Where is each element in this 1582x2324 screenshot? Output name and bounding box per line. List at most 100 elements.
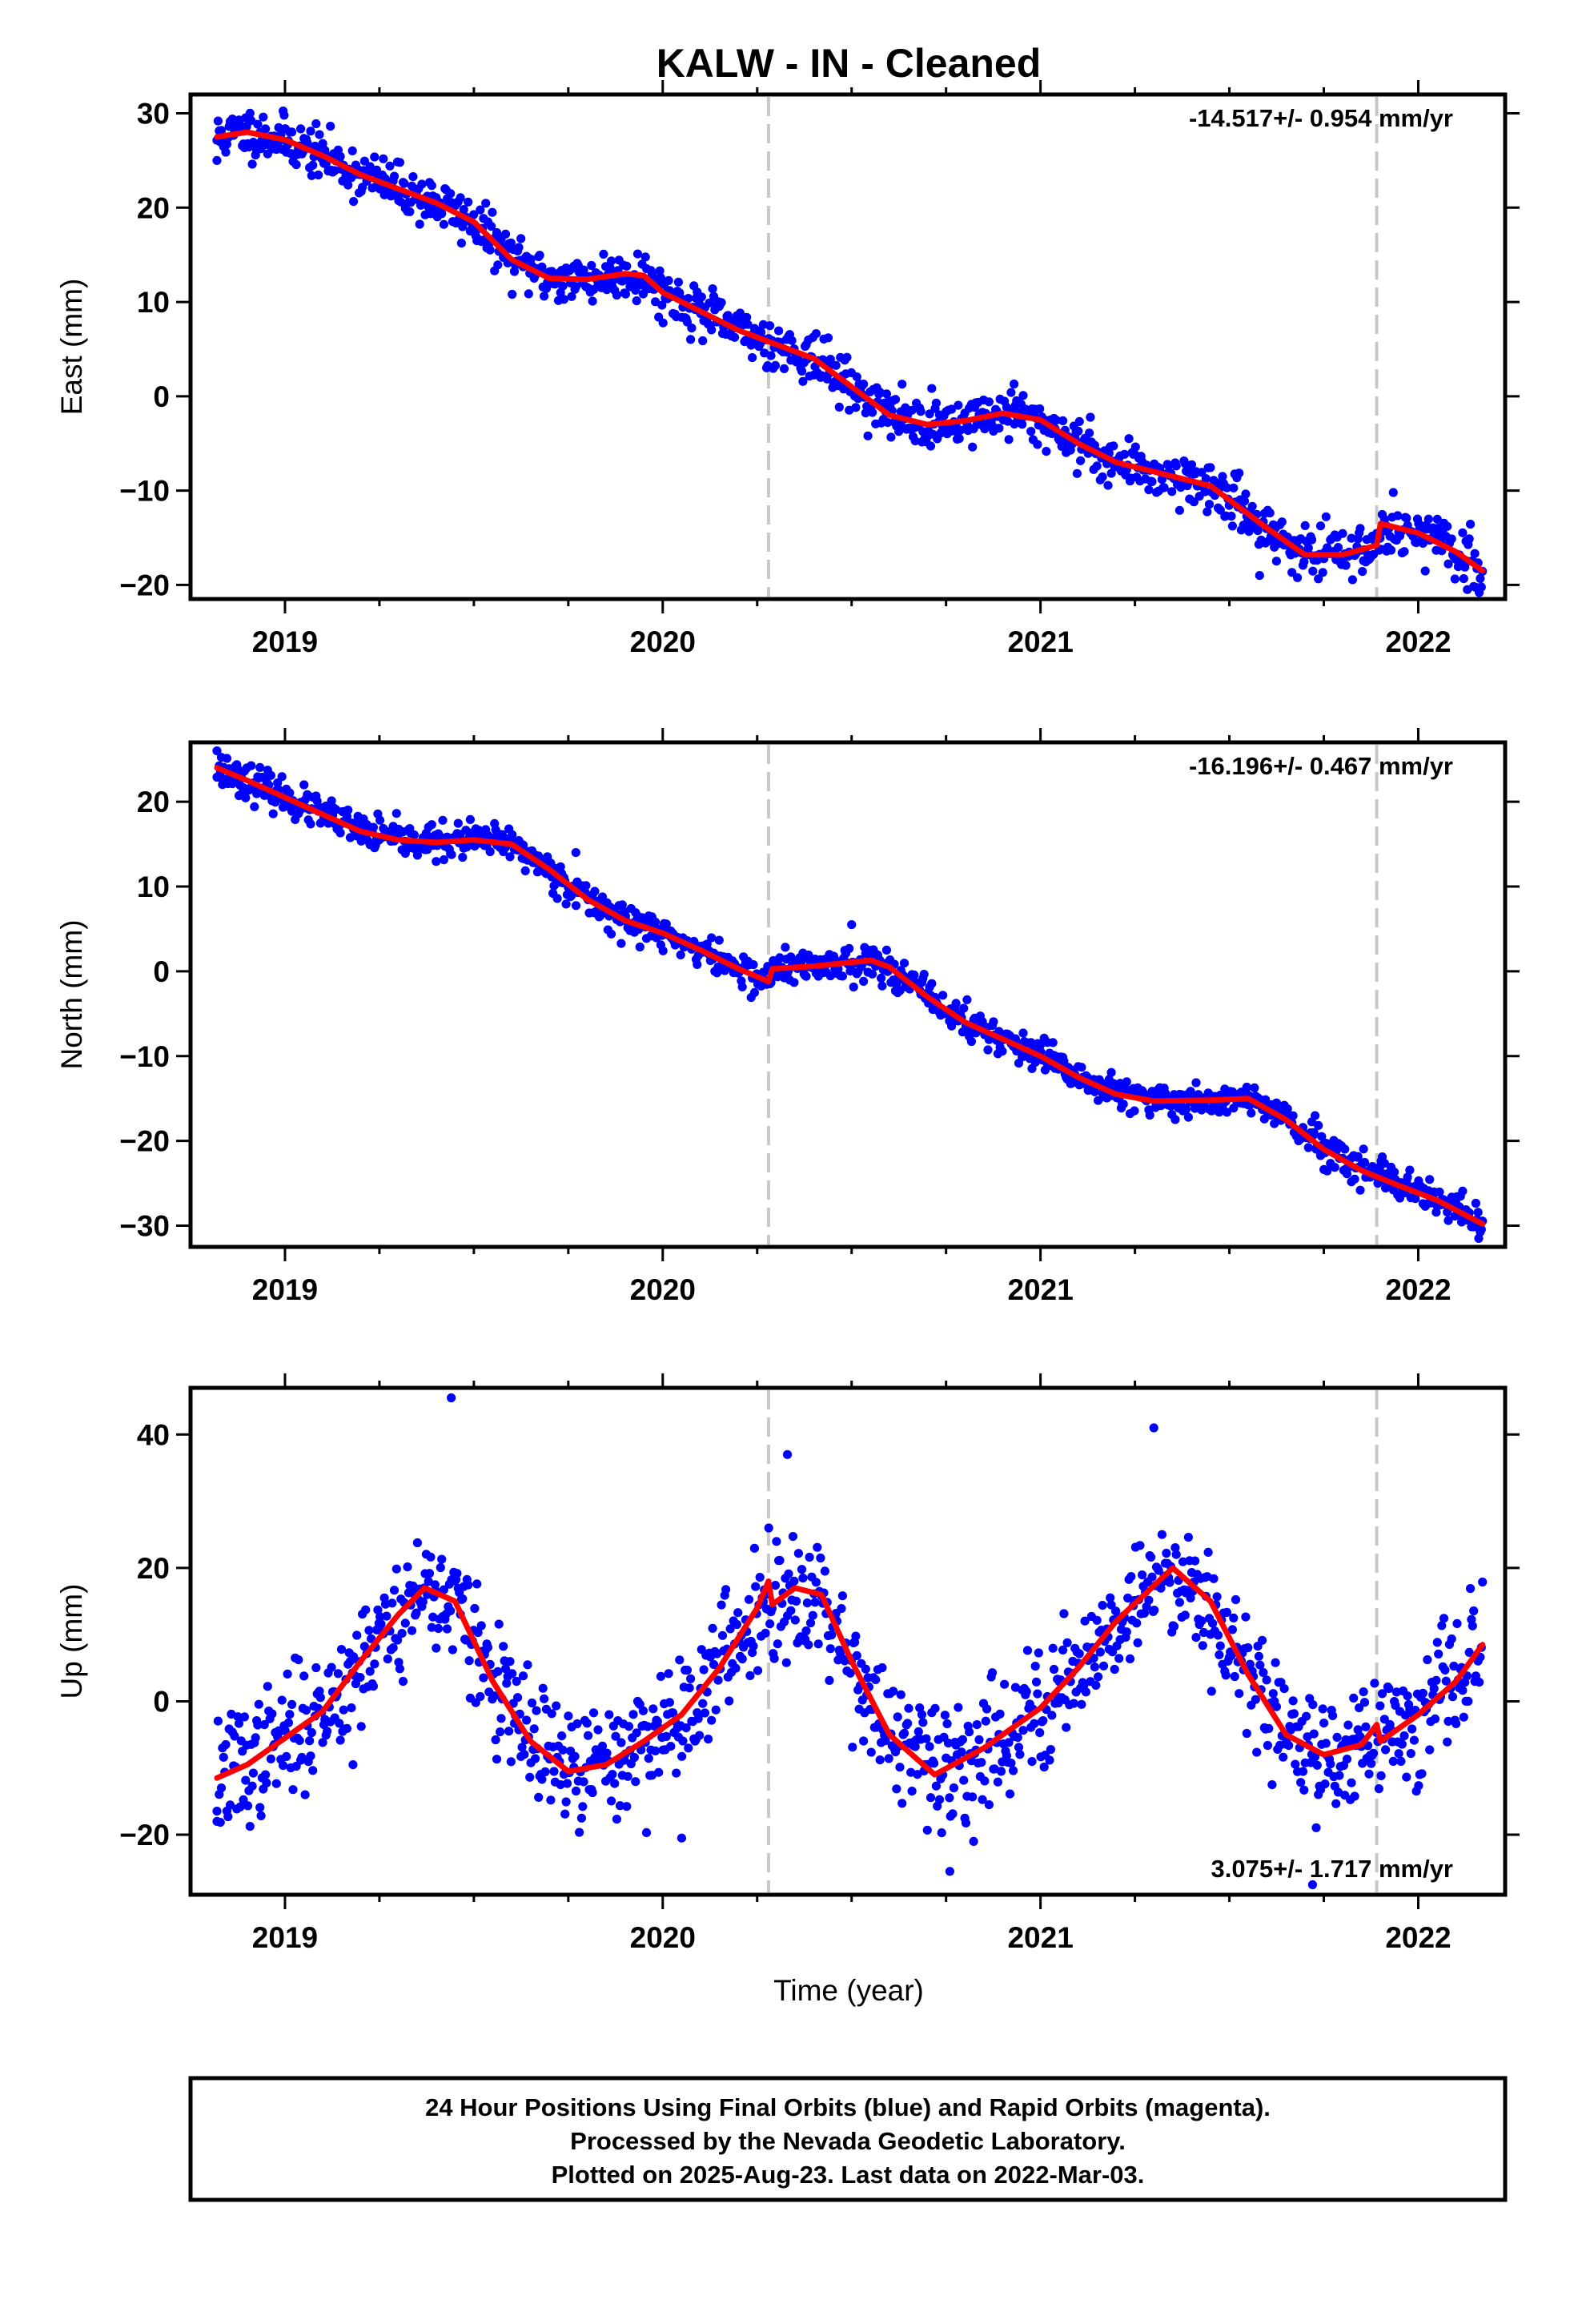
up-point xyxy=(1059,1609,1069,1618)
up-point xyxy=(593,1725,603,1735)
up-point xyxy=(1171,1550,1181,1559)
up-point xyxy=(1376,1771,1386,1780)
up-point xyxy=(1464,1647,1474,1657)
up-point xyxy=(675,1655,685,1665)
east-point xyxy=(308,160,318,170)
up-point xyxy=(725,1624,735,1634)
east-point xyxy=(558,281,568,291)
up-point xyxy=(643,1722,652,1731)
north-point xyxy=(212,746,222,756)
up-point xyxy=(641,1827,652,1837)
east-point xyxy=(698,336,708,346)
up-point xyxy=(532,1706,541,1715)
east-point xyxy=(1206,463,1215,472)
up-point xyxy=(579,1777,588,1787)
north-point xyxy=(438,815,448,825)
north-point xyxy=(899,959,909,968)
east-point xyxy=(1004,435,1014,444)
east-point xyxy=(640,252,650,262)
north-point xyxy=(439,855,449,865)
up-x-tick-label: 2021 xyxy=(1007,1921,1073,1954)
east-point xyxy=(307,171,316,180)
up-point xyxy=(576,1813,587,1823)
up-point xyxy=(279,1761,288,1771)
north-point xyxy=(1303,1143,1313,1152)
up-point xyxy=(398,1676,408,1687)
north-point xyxy=(1340,1144,1350,1154)
up-point xyxy=(895,1763,905,1772)
east-point xyxy=(567,292,576,301)
east-frame xyxy=(188,92,1508,601)
east-point xyxy=(684,294,693,304)
up-point xyxy=(917,1710,927,1719)
up-point xyxy=(825,1644,835,1654)
north-point xyxy=(676,950,685,959)
east-point xyxy=(743,320,753,329)
north-point xyxy=(250,802,259,812)
up-point xyxy=(930,1703,940,1713)
east-point xyxy=(526,255,536,264)
east-point xyxy=(1443,521,1452,531)
east-point xyxy=(1265,508,1275,518)
up-point xyxy=(1077,1699,1086,1709)
north-point xyxy=(222,754,231,763)
north-point xyxy=(1435,1187,1444,1197)
up-point xyxy=(1466,1584,1476,1594)
up-point xyxy=(624,1722,634,1731)
up-point xyxy=(907,1787,917,1796)
east-point xyxy=(954,400,963,410)
up-point xyxy=(383,1655,392,1664)
east-point xyxy=(456,239,467,248)
up-point xyxy=(804,1640,813,1650)
east-point xyxy=(859,380,869,389)
up-point xyxy=(813,1542,822,1552)
up-point xyxy=(508,1669,517,1679)
up-point xyxy=(1452,1618,1462,1628)
up-point xyxy=(241,1775,251,1785)
east-point xyxy=(651,297,661,307)
east-point xyxy=(1447,534,1456,544)
east-point xyxy=(1423,514,1433,524)
up-point xyxy=(1069,1699,1078,1708)
east-point xyxy=(469,210,479,219)
up-point xyxy=(1425,1745,1435,1755)
north-point xyxy=(651,917,661,927)
east-point xyxy=(405,207,415,216)
north-x-tick-label: 2019 xyxy=(252,1273,318,1306)
up-point xyxy=(1203,1547,1213,1557)
east-point xyxy=(359,156,369,166)
up-point xyxy=(446,1606,456,1615)
east-point xyxy=(766,351,776,360)
east-point xyxy=(247,116,256,126)
up-point xyxy=(790,1615,800,1625)
up-point xyxy=(308,1766,318,1775)
east-point xyxy=(259,112,268,122)
east-point xyxy=(897,380,907,389)
up-point xyxy=(793,1549,804,1558)
up-point xyxy=(476,1691,485,1702)
north-point xyxy=(1309,1128,1319,1137)
up-point xyxy=(1125,1654,1135,1663)
east-point xyxy=(765,321,775,331)
up-point xyxy=(677,1751,687,1761)
up-point xyxy=(1447,1692,1458,1702)
up-point xyxy=(335,1735,345,1745)
up-point xyxy=(733,1608,743,1618)
up-point xyxy=(798,1573,808,1583)
north-point xyxy=(247,761,256,770)
up-point xyxy=(664,1669,673,1679)
north-point xyxy=(661,919,671,929)
east-y-tick-label: 0 xyxy=(153,380,170,413)
up-point xyxy=(1009,1766,1018,1775)
up-point xyxy=(492,1755,502,1764)
north-y-tick-label: −10 xyxy=(119,1040,170,1073)
east-point xyxy=(1130,442,1140,452)
up-point xyxy=(981,1716,990,1726)
up-point xyxy=(442,1624,452,1634)
up-point xyxy=(571,1786,581,1796)
up-point xyxy=(427,1622,436,1632)
north-point xyxy=(1359,1157,1370,1168)
east-point xyxy=(400,179,409,188)
up-point xyxy=(513,1693,523,1703)
north-point xyxy=(1222,1108,1232,1117)
